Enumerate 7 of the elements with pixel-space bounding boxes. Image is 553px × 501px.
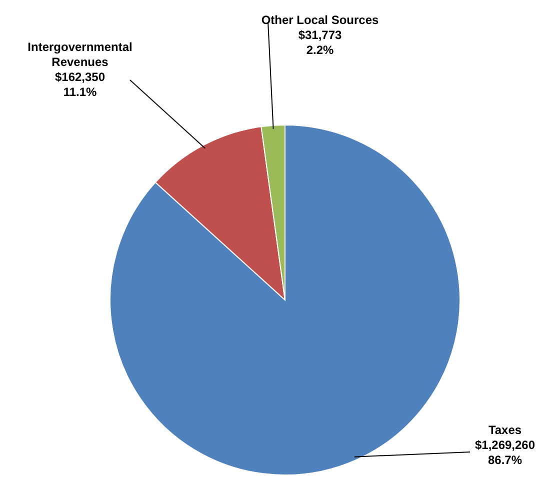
data-label: $1,269,260 86.7% bbox=[474, 438, 536, 467]
slice-label: Other Local Sources bbox=[261, 13, 380, 27]
slice-label: Taxes bbox=[488, 423, 522, 437]
data-label: $162,350 11.1% bbox=[54, 70, 106, 99]
slice-label: Intergovernmental Revenues bbox=[28, 40, 132, 69]
pie-slice bbox=[110, 124, 460, 476]
data-label: $31,773 2.2% bbox=[298, 28, 342, 57]
